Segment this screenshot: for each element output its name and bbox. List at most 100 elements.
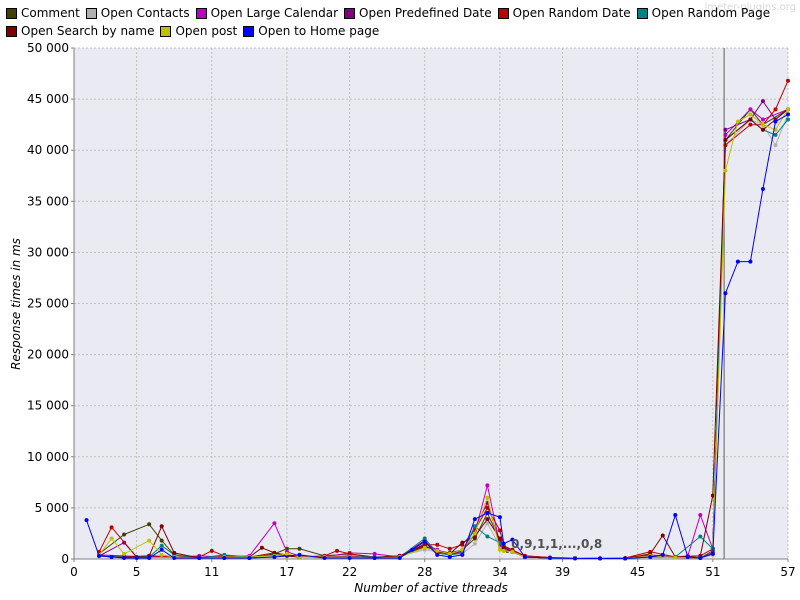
legend-swatch	[243, 25, 255, 37]
chart-legend: Comment Open Contacts Open Large Calendar O…	[6, 4, 770, 40]
data-point	[447, 554, 452, 559]
legend-item: Open post	[160, 24, 237, 38]
data-point	[497, 515, 502, 520]
data-point	[422, 539, 427, 544]
y-tick-label: 15 000	[27, 399, 69, 413]
y-tick-label: 25 000	[27, 297, 69, 311]
data-point	[723, 168, 728, 173]
legend-item: Open Random Date	[497, 6, 631, 20]
data-point	[134, 555, 139, 560]
data-point	[147, 555, 152, 560]
data-point	[773, 119, 778, 124]
data-point	[748, 107, 753, 112]
data-point	[501, 541, 506, 546]
data-point	[760, 122, 765, 127]
data-point	[510, 537, 515, 542]
data-point	[284, 551, 289, 556]
x-tick-label: 11	[204, 565, 219, 579]
data-point	[710, 493, 715, 498]
data-point	[786, 117, 790, 122]
data-point	[472, 541, 477, 546]
data-point	[723, 127, 728, 132]
data-point	[335, 548, 340, 553]
data-point	[723, 137, 728, 142]
data-point	[472, 524, 477, 529]
data-point	[748, 122, 753, 127]
data-point	[501, 545, 506, 550]
annotation-label: 0,9,1,1,...,0,8	[511, 537, 602, 551]
legend-swatch	[344, 7, 356, 19]
data-point	[109, 525, 114, 530]
data-point	[322, 555, 327, 560]
data-point	[748, 259, 753, 264]
data-point	[472, 517, 477, 522]
legend-item: Open to Home page	[243, 24, 379, 38]
legend-item: Comment	[6, 6, 80, 20]
y-tick-label: 5 000	[35, 501, 69, 515]
y-tick-label: 35 000	[27, 194, 69, 208]
data-point	[209, 548, 214, 553]
data-point	[698, 534, 703, 539]
data-point	[435, 548, 440, 553]
y-tick-label: 40 000	[27, 143, 69, 157]
data-point	[497, 547, 502, 552]
data-point	[485, 495, 490, 500]
data-point	[122, 532, 127, 537]
data-point	[197, 555, 202, 560]
legend-label: Open Search by name	[21, 24, 155, 38]
data-point	[748, 117, 753, 122]
data-point	[247, 555, 252, 560]
data-point	[435, 542, 440, 547]
data-point	[422, 536, 427, 541]
data-point	[372, 551, 377, 556]
x-tick-label: 39	[555, 565, 570, 579]
data-point	[410, 547, 415, 552]
data-point	[698, 555, 703, 560]
data-point	[735, 119, 740, 124]
y-tick-label: 45 000	[27, 92, 69, 106]
x-tick-label: 57	[780, 565, 795, 579]
axes: 0 5 000 10 000 15 000 20 000 25 000 30 000 35 0…	[27, 41, 796, 579]
x-tick-label: 17	[279, 565, 294, 579]
data-point	[159, 552, 164, 557]
series-group	[84, 112, 790, 561]
data-point	[372, 555, 377, 560]
data-point	[447, 546, 452, 551]
data-point	[648, 554, 653, 559]
legend-swatch	[497, 7, 509, 19]
data-point	[472, 531, 477, 536]
data-point	[159, 524, 164, 529]
legend-swatch	[85, 7, 97, 19]
data-point	[259, 545, 264, 550]
data-point	[97, 553, 102, 558]
data-point	[159, 538, 164, 543]
data-point	[786, 78, 790, 83]
x-tick-label: 5	[133, 565, 141, 579]
data-point	[84, 518, 89, 523]
data-point	[760, 187, 765, 192]
data-point	[497, 536, 502, 541]
data-point	[623, 556, 628, 561]
data-point	[485, 483, 490, 488]
series-line	[86, 113, 789, 559]
data-point	[159, 547, 164, 552]
data-point	[773, 107, 778, 112]
legend-label: Open Predefined Date	[359, 6, 492, 20]
data-point	[485, 517, 490, 522]
data-point	[272, 550, 277, 555]
legend-row: Open Search by name Open post Open to Home…	[6, 22, 766, 40]
data-point	[660, 552, 665, 557]
legend-label: Open Random Page	[651, 6, 771, 20]
x-tick-label: 28	[417, 565, 432, 579]
data-point	[548, 555, 552, 560]
data-point	[760, 99, 765, 104]
legend-label: Open Large Calendar	[210, 6, 339, 20]
data-point	[760, 127, 765, 132]
data-point	[222, 555, 227, 560]
y-tick-label: 20 000	[27, 348, 69, 362]
data-point	[485, 505, 490, 510]
y-tick-label: 0	[61, 552, 69, 566]
data-point	[673, 555, 678, 560]
legend-item: Open Predefined Date	[344, 6, 492, 20]
